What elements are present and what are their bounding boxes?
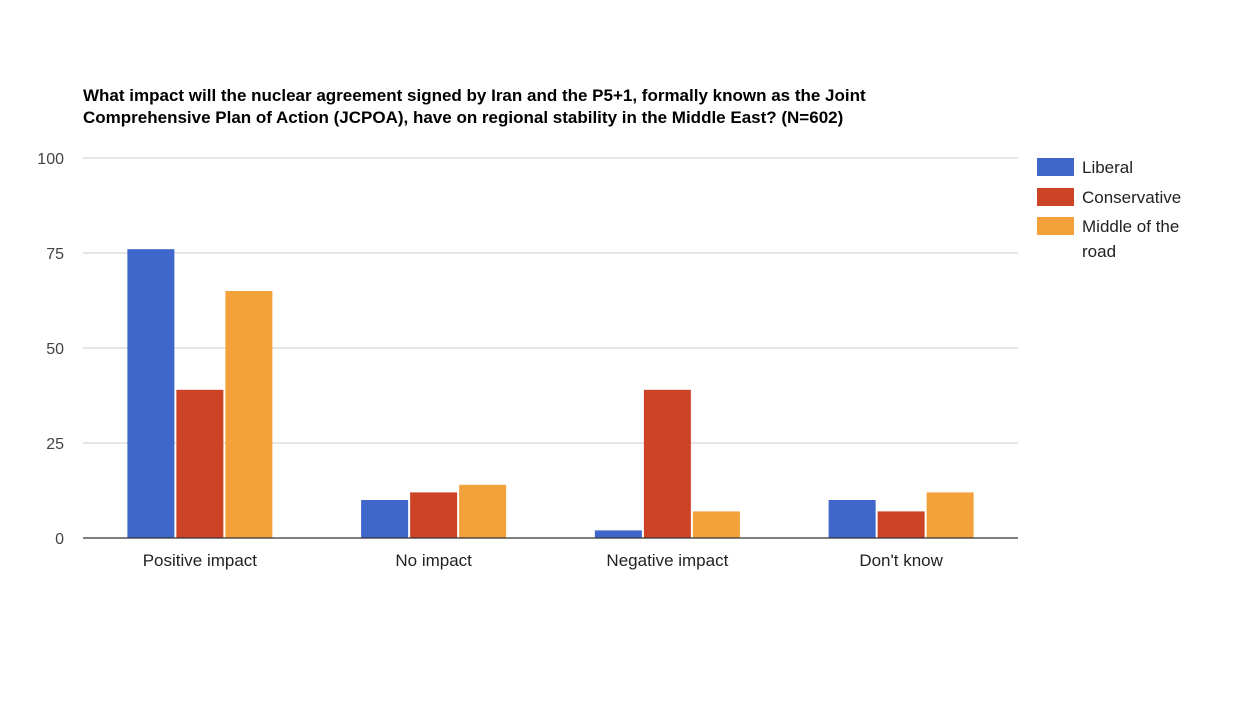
legend-label: Middle of the (1082, 217, 1179, 236)
chart-title-line-1: What impact will the nuclear agreement s… (83, 86, 866, 105)
bar (643, 389, 691, 538)
y-tick-label: 50 (46, 341, 64, 358)
y-tick-label: 25 (46, 436, 64, 453)
legend-label: Conservative (1082, 188, 1181, 207)
x-category-label: Positive impact (143, 551, 258, 570)
legend-label: road (1082, 242, 1116, 261)
legend-swatch (1037, 188, 1074, 206)
bar (692, 511, 740, 538)
legend-label: Liberal (1082, 158, 1133, 177)
y-tick-label: 0 (55, 531, 64, 548)
x-axis-category-labels: Positive impact No impact Negative impact D… (143, 551, 944, 570)
x-category-label: Don't know (859, 551, 943, 570)
bar (176, 389, 224, 538)
legend-swatch (1037, 158, 1074, 176)
bar (877, 511, 925, 538)
bar (225, 291, 273, 538)
chart-title-line-2: Comprehensive Plan of Action (JCPOA), ha… (83, 108, 844, 127)
y-axis-tick-labels: 0 25 50 75 100 (37, 151, 64, 548)
y-tick-label: 100 (37, 151, 64, 168)
bar (926, 492, 974, 538)
bar (594, 530, 642, 538)
bar (410, 492, 458, 538)
chart-title: What impact will the nuclear agreement s… (83, 85, 983, 129)
bar (459, 484, 507, 538)
bar (127, 249, 175, 538)
x-category-label: No impact (395, 551, 472, 570)
legend: Liberal Conservative Middle of the road (1037, 158, 1181, 261)
bars (127, 249, 974, 538)
bar (828, 500, 876, 538)
y-tick-label: 75 (46, 246, 64, 263)
legend-swatch (1037, 217, 1074, 235)
bar (361, 500, 409, 538)
x-category-label: Negative impact (606, 551, 728, 570)
